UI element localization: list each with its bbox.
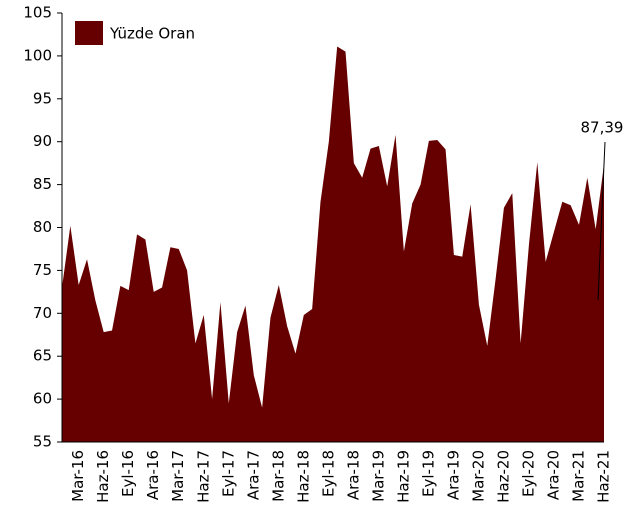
- x-tick-label: Eyl-20: [519, 450, 537, 497]
- x-tick-label: Mar-17: [169, 450, 187, 502]
- y-tick-label: 75: [33, 261, 52, 279]
- leader-line: [597, 141, 606, 301]
- y-tick-label: 85: [33, 175, 52, 193]
- x-tick-label: Haz-18: [294, 450, 312, 503]
- x-tick-label: Ara-20: [544, 450, 562, 500]
- y-tick-label: 90: [33, 132, 52, 150]
- x-tick-label: Eyl-16: [119, 450, 137, 497]
- x-tick-label: Eyl-17: [219, 450, 237, 497]
- x-tick-label: Ara-18: [344, 450, 362, 500]
- x-tick-label: Haz-19: [394, 450, 412, 503]
- x-tick-label: Ara-19: [444, 450, 462, 500]
- y-tick-label: 70: [33, 304, 52, 322]
- legend-label: Yüzde Oran: [109, 25, 195, 43]
- value-label: 87,39: [581, 119, 624, 137]
- x-tick-label: Mar-16: [69, 450, 87, 502]
- x-tick-label: Ara-16: [144, 450, 162, 500]
- legend-swatch: [75, 21, 103, 45]
- y-tick-label: 80: [33, 218, 52, 236]
- x-tick-label: Haz-21: [595, 450, 613, 503]
- y-tick-label: 55: [33, 433, 52, 451]
- x-tick-label: Haz-20: [494, 450, 512, 503]
- y-tick-label: 105: [23, 4, 52, 22]
- x-tick-label: Eyl-18: [319, 450, 337, 497]
- x-tick-label: Mar-20: [469, 450, 487, 502]
- x-tick-label: Ara-17: [244, 450, 262, 500]
- x-tick-label: Haz-16: [94, 450, 112, 503]
- y-tick-label: 95: [33, 89, 52, 107]
- area: [62, 46, 604, 442]
- x-tick-label: Mar-21: [569, 450, 587, 502]
- x-tick-label: Mar-19: [369, 450, 387, 502]
- x-tick-label: Eyl-19: [419, 450, 437, 497]
- y-tick-label: 100: [23, 46, 52, 64]
- y-tick-label: 60: [33, 390, 52, 408]
- y-tick-label: 65: [33, 347, 52, 365]
- x-tick-label: Mar-18: [269, 450, 287, 502]
- x-tick-label: Haz-17: [194, 450, 212, 503]
